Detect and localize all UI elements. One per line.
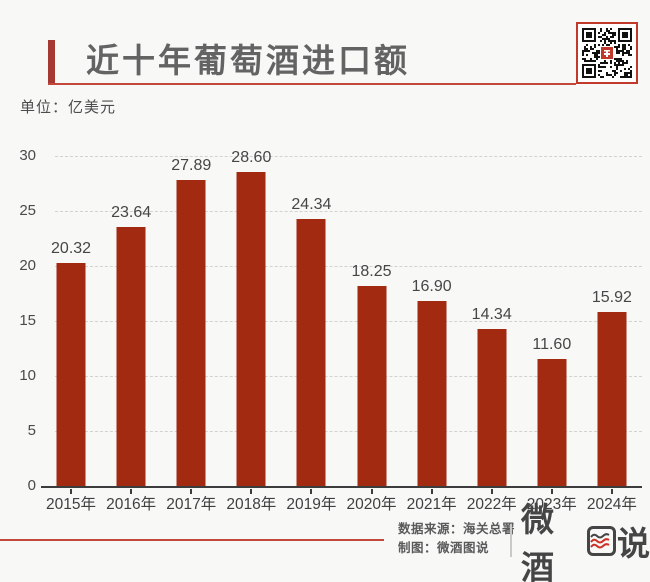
bar-value-label: 20.32 — [51, 240, 92, 258]
bar-value-label: 18.25 — [351, 263, 392, 281]
title-accent-bar — [48, 40, 55, 84]
bar-column-2017年: 27.89 — [161, 157, 221, 494]
plot-area: 20.32 23.64 27.89 28.60 24.34 18.25 16.90 14.34… — [41, 149, 642, 494]
bar-value-label: 23.64 — [111, 203, 152, 221]
bar-2020年 — [357, 286, 387, 487]
qr-code-pattern — [582, 28, 632, 78]
bar-value-label: 28.60 — [231, 149, 272, 167]
bar-column-2023年: 11.60 — [522, 157, 582, 494]
x-axis-tick-label: 2020年 — [346, 496, 397, 513]
x-axis-tick-label: 2017年 — [166, 496, 217, 513]
bar-column-2015年: 20.32 — [41, 157, 101, 494]
x-axis-tick — [370, 489, 373, 494]
gridline-y30 — [55, 156, 642, 157]
bar-column-2024年: 15.92 — [582, 157, 642, 494]
gridline-y20 — [55, 266, 642, 267]
bar-value-label: 14.34 — [471, 306, 512, 324]
bar-column-2019年: 24.34 — [281, 157, 341, 494]
bar-2017年 — [176, 180, 206, 487]
weijiu-tushuo-logo: 微酒 说 — [521, 501, 650, 582]
x-axis-tick-label: 2019年 — [286, 496, 337, 513]
bar-2023年 — [537, 359, 567, 487]
x-axis-tick-label: 2024年 — [586, 496, 637, 513]
gridline-y10 — [55, 376, 642, 377]
data-source-text: 数据来源：海关总署 — [398, 522, 516, 536]
bar-value-label: 11.60 — [532, 336, 572, 354]
bar-2022年 — [477, 329, 507, 487]
bar-2019年 — [296, 219, 326, 487]
bar-value-label: 15.92 — [591, 288, 632, 306]
bar-value-label: 24.34 — [291, 196, 332, 214]
logo-text-left: 微酒 — [521, 501, 554, 582]
bar-2018年 — [236, 172, 266, 487]
bar-column-2022年: 14.34 — [462, 157, 522, 494]
x-axis-tick — [250, 489, 253, 494]
y-axis-tick-label: 5 — [27, 422, 36, 439]
x-axis-tick-label: 2021年 — [406, 496, 457, 513]
x-axis-tick — [70, 489, 73, 494]
x-axis-tick — [130, 489, 133, 494]
x-axis-tick — [190, 489, 193, 494]
logo-text-right: 说 — [617, 525, 650, 562]
y-axis-tick-label: 15 — [19, 312, 36, 329]
bar-column-2020年: 18.25 — [341, 157, 401, 494]
y-axis-tick-label: 10 — [19, 367, 36, 384]
bars-row: 20.32 23.64 27.89 28.60 24.34 18.25 16.90 14.34… — [41, 149, 642, 494]
x-axis-tick — [490, 489, 493, 494]
title-underline — [48, 83, 576, 85]
bar-2024年 — [597, 311, 627, 487]
x-axis-tick — [430, 489, 433, 494]
x-axis-tick-label: 2016年 — [106, 496, 157, 513]
gridline-y25 — [55, 211, 642, 212]
gridline-y5 — [55, 431, 642, 432]
x-axis-tick — [550, 489, 553, 494]
x-axis-labels: 2015年 2016年 2017年 2018年 2019年 2020年 2021年 2022年… — [41, 492, 642, 514]
x-axis-tick — [310, 489, 313, 494]
x-axis-tick-label: 2015年 — [46, 496, 97, 513]
bar-value-label: 27.89 — [171, 157, 212, 175]
page-title: 近十年葡萄酒进口额 — [86, 42, 410, 79]
x-axis-line — [41, 486, 642, 488]
x-axis-tick — [610, 489, 613, 494]
x-axis-tick-label: 2023年 — [526, 496, 577, 513]
bar-column-2021年: 16.90 — [402, 157, 462, 494]
bar-value-label: 16.90 — [411, 278, 452, 296]
y-axis-tick-label: 25 — [19, 202, 36, 219]
bar-2015年 — [56, 263, 86, 487]
x-axis-tick-label: 2022年 — [466, 496, 517, 513]
bar-2021年 — [417, 301, 447, 487]
y-axis-tick-label: 0 — [27, 477, 36, 494]
x-axis-tick-label: 2018年 — [226, 496, 277, 513]
y-axis-tick-label: 30 — [19, 147, 36, 164]
logo-wave-chart-icon — [586, 526, 616, 556]
bar-column-2018年: 28.60 — [221, 149, 281, 494]
footer-accent-line — [0, 539, 384, 541]
bar-column-2016年: 23.64 — [101, 157, 161, 494]
source-credit-block: 数据来源：海关总署 制图：微酒图说 — [398, 520, 515, 559]
bar-2016年 — [116, 226, 146, 487]
chart-credit-text: 制图：微酒图说 — [398, 541, 490, 556]
footer-divider — [510, 524, 512, 557]
y-axis-tick-label: 20 — [19, 257, 36, 274]
unit-label: 单位：亿美元 — [20, 99, 117, 116]
gridline-y15 — [55, 321, 642, 322]
qr-code — [576, 22, 638, 84]
